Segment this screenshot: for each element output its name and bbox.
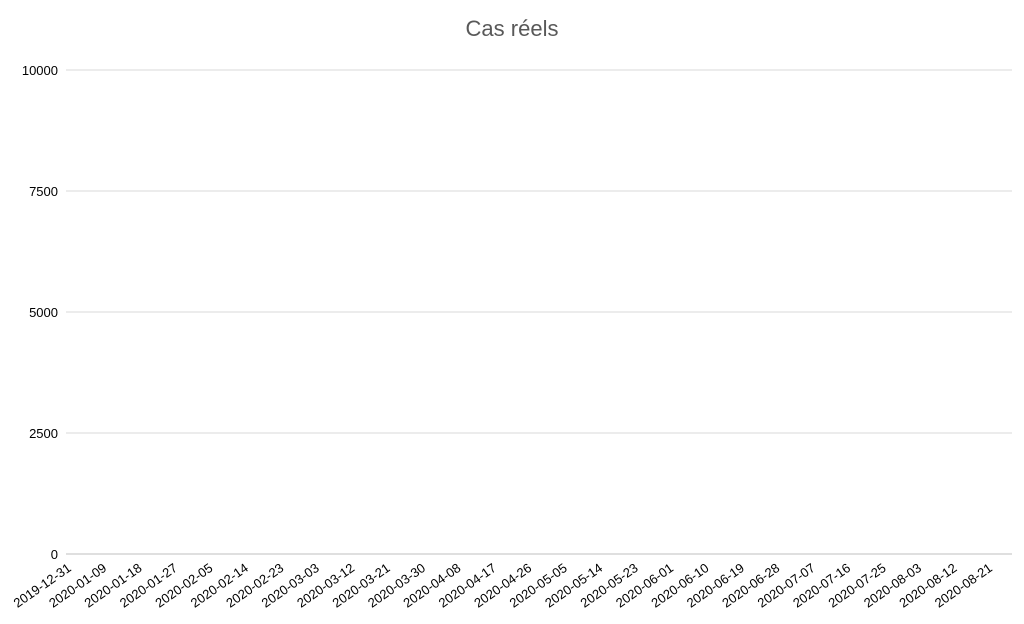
y-tick-label: 7500 <box>29 184 58 199</box>
gridlines <box>66 69 1012 434</box>
x-axis-ticks: 2019-12-312020-01-092020-01-182020-01-27… <box>11 560 995 610</box>
y-tick-label: 2500 <box>29 426 58 441</box>
y-tick-label: 10000 <box>22 63 58 78</box>
y-tick-label: 5000 <box>29 305 58 320</box>
chart-title: Cas réels <box>466 16 559 41</box>
y-tick-label: 0 <box>51 547 58 562</box>
y-axis-ticks: 0 2500 5000 7500 10000 <box>22 63 58 562</box>
